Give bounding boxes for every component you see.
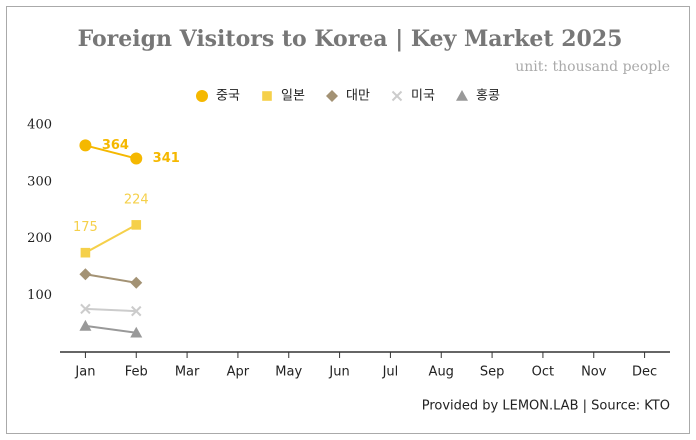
source: Provided by LEMON.LAB | Source: KTO — [422, 399, 670, 414]
series-line — [85, 324, 137, 334]
data-point — [130, 326, 143, 338]
legend-label: 홍콩 — [476, 89, 500, 104]
legend-label: 중국 — [216, 89, 240, 104]
data-point — [130, 152, 143, 165]
x-tick-label: Dec — [632, 365, 657, 380]
legend-label: 일본 — [281, 89, 305, 104]
x-tick-label: Jan — [74, 365, 95, 380]
legend-label: 대만 — [346, 89, 370, 104]
legend-marker — [262, 91, 272, 101]
x-tick-label: Sep — [480, 365, 505, 380]
series-line — [85, 144, 137, 160]
data-point — [130, 276, 143, 289]
legend-marker — [391, 90, 403, 102]
data-point — [80, 303, 91, 315]
x-tick-label: Feb — [125, 365, 148, 380]
data-label: 341 — [153, 151, 180, 166]
data-label: 175 — [73, 220, 98, 235]
legend-marker — [456, 90, 468, 101]
y-tick-label: 400 — [27, 118, 52, 133]
subtitle: unit: thousand people — [515, 59, 670, 75]
frame — [6, 6, 690, 434]
y-tick-label: 100 — [27, 288, 52, 303]
x-tick-label: Oct — [532, 365, 554, 380]
data-point — [131, 220, 142, 230]
legend-label: 미국 — [411, 89, 435, 104]
data-point — [79, 139, 92, 152]
x-tick-label: Aug — [429, 365, 454, 380]
x-tick-label: May — [275, 365, 302, 380]
legend-marker — [326, 90, 338, 102]
data-label: 364 — [102, 138, 129, 153]
data-point — [79, 268, 92, 281]
data-point — [79, 319, 92, 331]
x-tick-label: Mar — [175, 365, 200, 380]
x-tick-label: Jul — [382, 365, 399, 380]
series-line — [84, 224, 137, 254]
x-tick-label: Apr — [227, 365, 250, 380]
chart-title: Foreign Visitors to Korea | Key Market 2… — [78, 26, 623, 52]
data-point — [80, 247, 91, 258]
legend-marker — [196, 90, 208, 102]
x-tick-label: Nov — [581, 365, 607, 380]
series-line — [85, 273, 137, 284]
y-tick-label: 300 — [27, 174, 52, 189]
data-point — [131, 305, 142, 317]
x-tick-label: Jun — [328, 365, 349, 380]
y-tick-label: 200 — [27, 231, 52, 246]
series-line — [85, 307, 137, 313]
data-label: 224 — [124, 192, 149, 207]
